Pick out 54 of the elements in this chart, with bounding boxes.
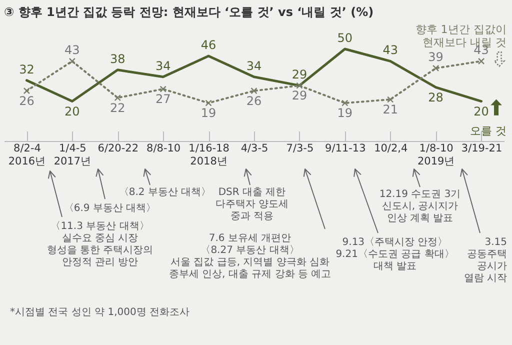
data-label: 50 [337, 31, 353, 45]
text: 7.6 보유세 개편안 〈8.27 부동산 대책〉 서울 집값 급등, 지역별 양극화 심화 종부세 인상, 대출 규제 강화 등 예고 [168, 233, 332, 280]
data-label: 32 [19, 62, 34, 76]
x-tick-label: 7/3-5 [286, 142, 314, 154]
text: DSR 대출 제한 다주택자 양도세 중과 적용 [215, 187, 289, 222]
legend-label: 오를 것 [470, 124, 507, 138]
data-label: 34 [246, 58, 262, 73]
point [205, 100, 212, 106]
data-label: 43 [382, 43, 398, 58]
data-label: 26 [246, 94, 262, 108]
data-label: 22 [110, 100, 126, 115]
x-tick-label: 9/11-13 [325, 142, 366, 154]
text: *시점별 전국 성인 약 1,000명 전화조사 [10, 307, 190, 318]
point [250, 87, 258, 94]
data-label: 27 [155, 92, 171, 106]
data-label: 20 [474, 104, 489, 118]
chart-title: ③ 향후 1년간 집값 등락 전망: 현재보다 ‘오를 것’ vs ‘내릴 것’ (%) [4, 5, 374, 19]
text: 9.13〈주택시장 안정〉 9.21〈수도권 공급 확대〉 대책 발표 [336, 237, 454, 272]
text: 12.19 수도권 3기 신도시, 공시지가 인상 계획 발표 [379, 189, 461, 224]
point [478, 58, 485, 65]
data-label: 29 [292, 68, 308, 82]
x-tick-label: 4/3-5 [240, 142, 268, 154]
data-label: 38 [110, 52, 126, 66]
data-label: 21 [382, 102, 398, 117]
data-label: 19 [337, 106, 353, 120]
x-tick-label: 8/2-4 2016년 [8, 142, 46, 168]
data-label: 39 [428, 50, 444, 64]
point [342, 100, 348, 106]
text: 3.15 공동주택 공시가 열람 시작 [464, 237, 507, 284]
data-label: 43 [64, 43, 80, 58]
text: 〈8.2 부동산 대책〉 [118, 187, 212, 198]
x-tick-label: 1/8-10 2019년 [417, 142, 456, 168]
x-tick-label: 1/4-5 2017년 [54, 142, 92, 168]
data-label: 26 [19, 94, 34, 108]
point [432, 64, 440, 72]
text: 〈11.3 부동산 대책〉 실수요 중심 시장 형성을 통한 주택시장의 안정적 관리 방안 [46, 221, 154, 268]
point [114, 94, 121, 102]
point [23, 87, 30, 94]
data-label: 46 [200, 38, 216, 52]
x-tick-label: 1/16-18 2018년 [188, 142, 230, 168]
x-tick-label: 10/2,4 [374, 142, 408, 154]
point [160, 86, 166, 92]
point [68, 58, 76, 65]
point [387, 96, 394, 103]
data-label: 20 [64, 104, 80, 118]
point [296, 82, 303, 89]
x-tick-label: 6/20-22 [98, 142, 139, 154]
x-tick-label: 8/8-10 [146, 142, 181, 154]
x-tick-label: 3/19-21 [461, 142, 502, 154]
text: 〈6.9 부동산 대책〉 [64, 203, 156, 214]
data-label: 28 [428, 90, 444, 104]
data-label: 19 [200, 106, 216, 120]
data-label: 29 [292, 88, 308, 103]
data-label: 34 [155, 58, 171, 73]
